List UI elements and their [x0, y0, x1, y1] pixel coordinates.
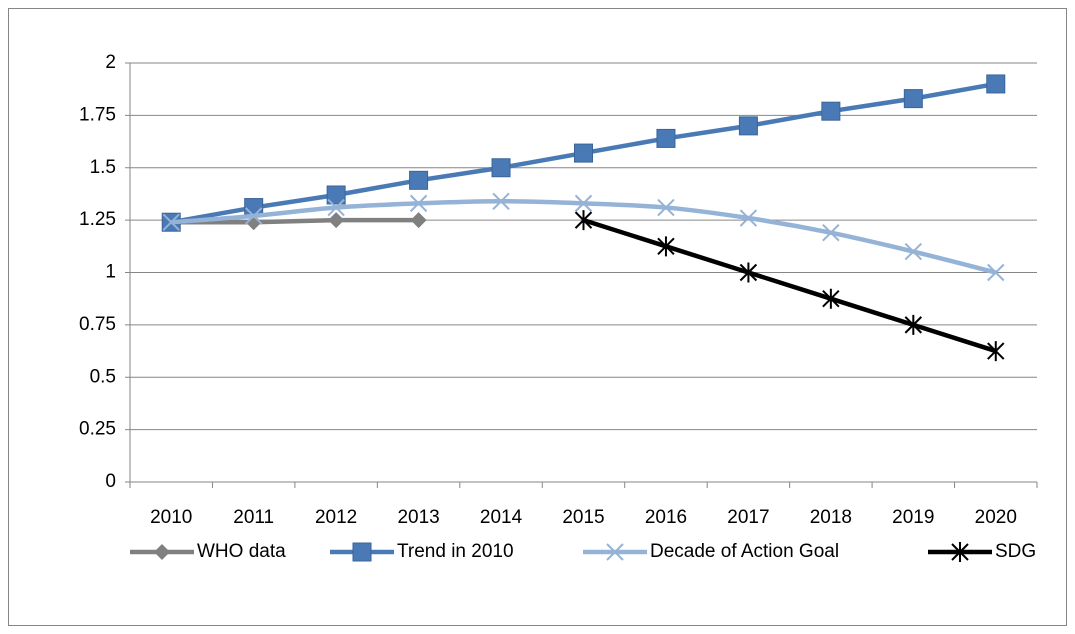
y-tick-label: 0.25	[79, 419, 116, 440]
marker	[491, 158, 511, 178]
y-tick-label: 0.75	[79, 314, 116, 335]
legend-label: Trend in 2010	[397, 541, 514, 562]
x-tick-label: 2016	[645, 507, 687, 528]
marker	[410, 212, 427, 229]
marker	[821, 101, 841, 121]
marker	[657, 236, 675, 257]
marker	[574, 143, 593, 163]
marker	[657, 198, 675, 217]
marker	[904, 242, 923, 261]
x-tick-label: 2019	[892, 507, 934, 528]
y-tick-label: 1.25	[79, 209, 116, 230]
series-line	[171, 217, 419, 225]
legend-label: SDG	[995, 541, 1036, 562]
x-tick-label: 2012	[315, 507, 357, 528]
x-tick-label: 2014	[480, 507, 523, 528]
marker	[409, 194, 428, 213]
marker	[951, 542, 969, 562]
y-tick-label: 1.5	[90, 157, 116, 178]
y-tick-label: 0	[105, 471, 116, 492]
marker	[739, 262, 758, 283]
x-tick-label: 2020	[975, 507, 1017, 528]
x-tick-label: 2017	[727, 507, 769, 528]
x-tick-label: 2015	[562, 507, 604, 528]
marker	[987, 341, 1005, 362]
marker	[986, 74, 1006, 94]
marker	[492, 192, 510, 210]
marker	[987, 263, 1005, 282]
marker	[574, 210, 593, 231]
series-line	[582, 217, 997, 354]
marker	[738, 116, 758, 136]
marker	[656, 128, 676, 148]
marker	[739, 209, 758, 227]
marker	[574, 194, 593, 213]
marker	[409, 170, 429, 190]
x-tick-label: 2013	[397, 507, 439, 528]
x-tick-label: 2010	[150, 507, 192, 528]
marker	[154, 544, 170, 560]
marker	[822, 288, 840, 309]
x-tick-label: 2018	[810, 507, 852, 528]
marker	[903, 89, 923, 109]
marker	[327, 198, 345, 217]
marker	[352, 542, 372, 562]
marker	[326, 185, 346, 205]
legend-label: WHO data	[197, 541, 286, 562]
y-tick-label: 1	[105, 262, 116, 283]
y-tick-label: 2	[105, 52, 116, 73]
marker	[328, 212, 345, 229]
y-tick-label: 1.75	[79, 104, 116, 125]
y-tick-label: 0.5	[90, 366, 116, 387]
legend-label: Decade of Action Goal	[650, 541, 839, 562]
marker	[822, 223, 840, 242]
marker	[162, 213, 180, 231]
marker	[606, 543, 624, 561]
marker	[244, 207, 263, 225]
marker	[904, 314, 923, 335]
x-tick-label: 2011	[233, 507, 274, 528]
